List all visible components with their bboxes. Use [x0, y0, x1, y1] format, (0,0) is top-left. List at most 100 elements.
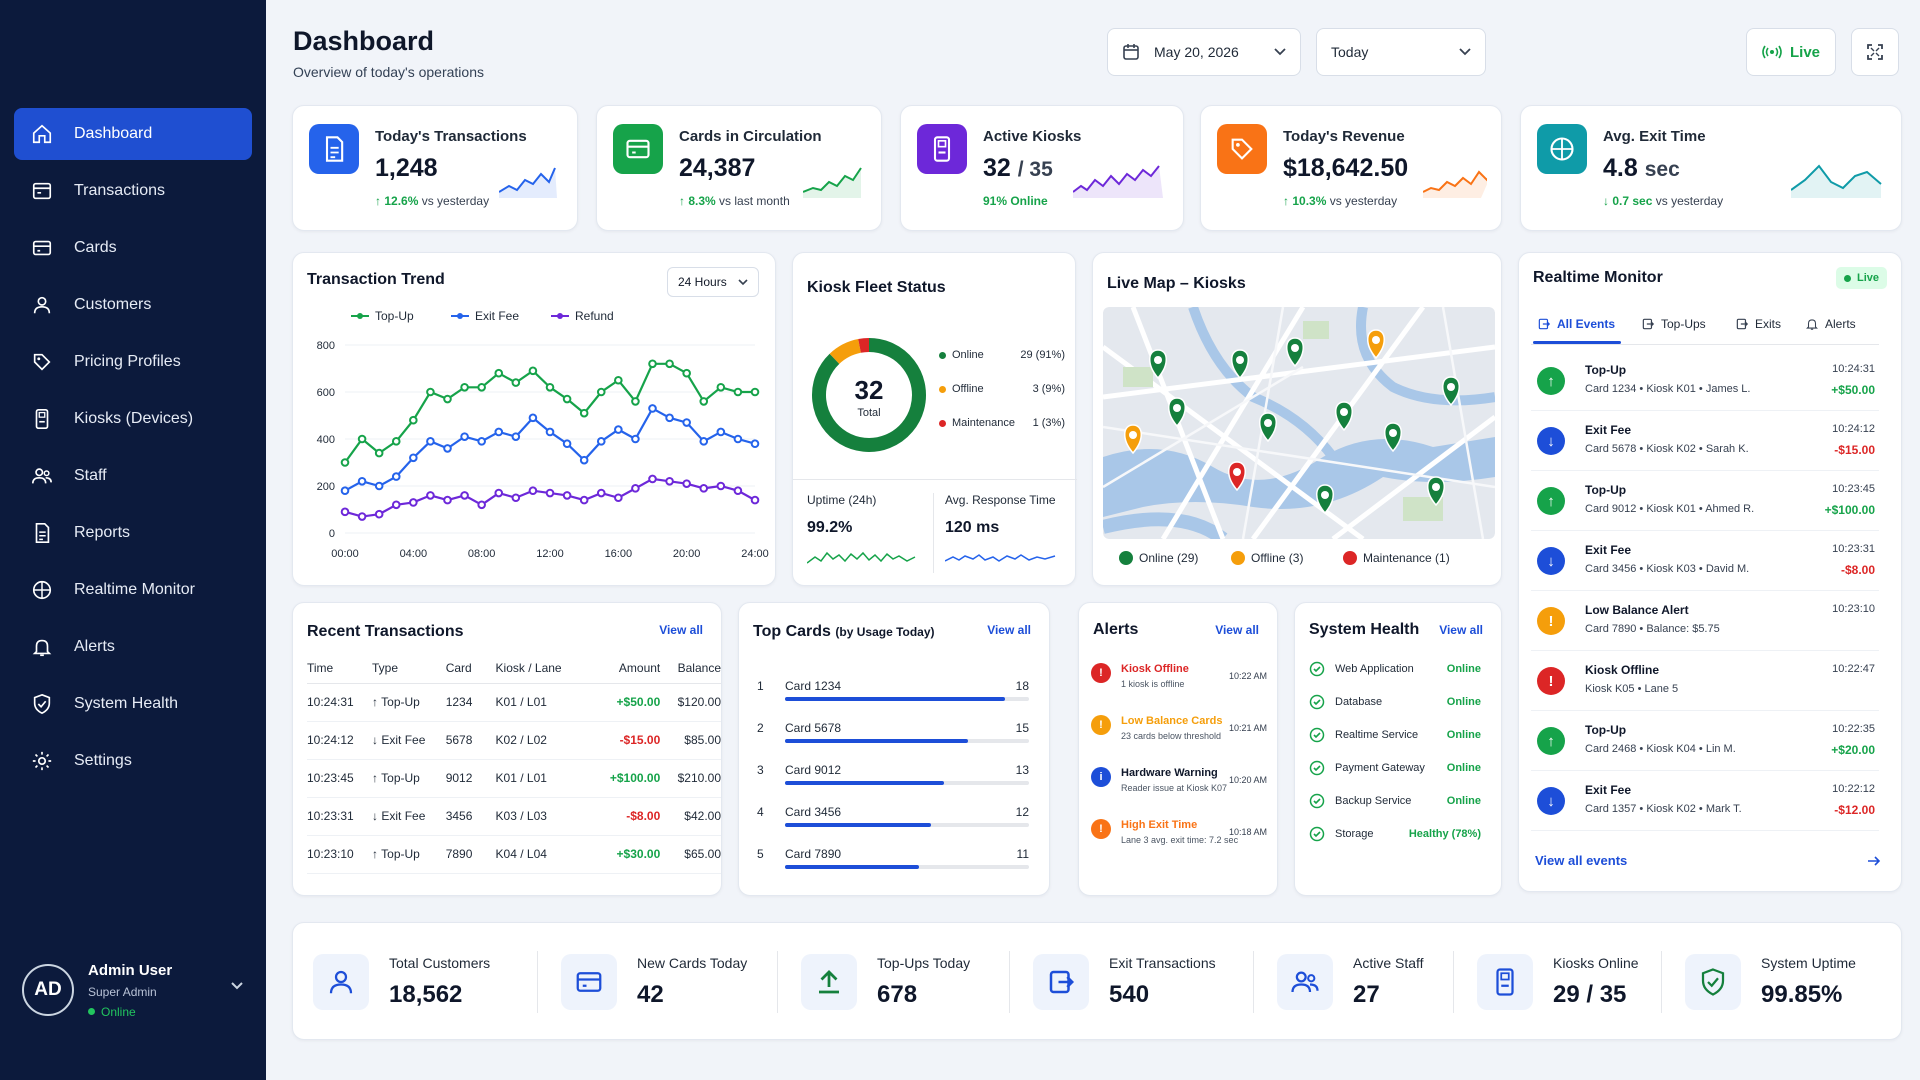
data-point [494, 368, 504, 378]
table-row[interactable]: 10:23:45 ↑ Top-Up 9012 K01 / L01 +$100.00 $21… [307, 759, 721, 798]
table-row[interactable]: 10:24:31 ↑ Top-Up 1234 K01 / L01 +$50.00 $120… [307, 683, 721, 722]
fleet-legend-item: Maintenance 1 (3%) [939, 417, 1065, 429]
shield-icon [30, 692, 54, 716]
alert-icon: i [1091, 767, 1111, 787]
transaction-trend-card: Transaction Trend 24 Hours Top-Up Exit Fe… [292, 252, 776, 586]
list-item[interactable]: 3 Card 9012 13 [757, 759, 1029, 801]
health-view-all[interactable]: View all [1439, 623, 1483, 637]
usage-bar [785, 865, 1029, 869]
kpi-card[interactable]: Avg. Exit Time 4.8 sec ↓ 0.7 sec vs yester… [1520, 105, 1902, 231]
event-row[interactable]: ↑ Top-Up Card 1234 • Kiosk K01 • James L. 1… [1531, 351, 1879, 411]
live-button[interactable]: Live [1746, 28, 1836, 76]
data-point [374, 481, 384, 491]
list-item[interactable]: 5 Card 7890 11 [757, 843, 1029, 885]
y-tick-label: 0 [329, 528, 335, 540]
sidebar-item-dashboard[interactable]: Dashboard [14, 108, 252, 160]
arrow-up-icon: ↑ [1537, 727, 1565, 755]
data-point [596, 387, 606, 397]
data-point [750, 387, 760, 397]
chevron-down-icon [1459, 48, 1471, 56]
data-point [733, 434, 743, 444]
tab-exits[interactable]: Exits [1735, 311, 1781, 337]
trend-chart: 0 200 400 600 800 00:00 04:00 08:00 12:00 16:00 20… [317, 340, 769, 560]
sidebar-item-cards[interactable]: Cards [14, 222, 252, 274]
map-title: Live Map – Kiosks [1107, 275, 1246, 292]
sidebar-item-kiosks-devices[interactable]: Kiosks (Devices) [14, 393, 252, 445]
table-row[interactable]: 10:23:31 ↓ Exit Fee 3456 K03 / L03 -$8.00 $42… [307, 797, 721, 836]
date-picker[interactable]: May 20, 2026 [1107, 28, 1301, 76]
alert-item[interactable]: ! High Exit Time Lane 3 avg. exit time: 7.… [1091, 817, 1267, 863]
sidebar-item-alerts[interactable]: Alerts [14, 621, 252, 673]
kpi-card[interactable]: Today's Revenue $18,642.50 ↑ 10.3% vs yest… [1200, 105, 1502, 231]
view-all-events-link[interactable]: View all events [1535, 853, 1628, 868]
sidebar-item-reports[interactable]: Reports [14, 507, 252, 559]
event-row[interactable]: ↓ Exit Fee Card 1357 • Kiosk K02 • Mark T.… [1531, 771, 1879, 831]
sidebar-item-customers[interactable]: Customers [14, 279, 252, 331]
date-value: May 20, 2026 [1154, 44, 1239, 60]
trend-range-select[interactable]: 24 Hours [667, 267, 759, 297]
check-circle-icon [1309, 760, 1325, 776]
event-row[interactable]: ↑ Top-Up Card 2468 • Kiosk K04 • Lin M. 10:… [1531, 711, 1879, 771]
alert-item[interactable]: i Hardware Warning Reader issue at Kiosk K… [1091, 765, 1267, 811]
user-profile[interactable]: AD Admin User Super Admin Online [22, 955, 244, 1025]
data-point [409, 498, 418, 507]
kiosk-map[interactable] [1103, 307, 1495, 539]
alerts-view-all[interactable]: View all [1215, 623, 1259, 637]
data-point [562, 491, 572, 500]
event-time: 10:24:12 [1832, 423, 1875, 435]
list-item[interactable]: 2 Card 5678 15 [757, 717, 1029, 759]
map-pin-dot [1233, 468, 1241, 476]
kpi-card[interactable]: Active Kiosks 32 / 35 91% Online [900, 105, 1184, 231]
data-point [511, 432, 521, 441]
summary-item: Top-Ups Today 678 [801, 923, 970, 1041]
kpi-sparkline [1423, 162, 1487, 198]
sidebar-item-pricing-profiles[interactable]: Pricing Profiles [14, 336, 252, 388]
sidebar-nav: Dashboard Transactions Cards Customers Prici… [14, 108, 252, 792]
event-row[interactable]: ! Low Balance Alert Card 7890 • Balance: $… [1531, 591, 1879, 651]
topcards-view-all[interactable]: View all [987, 623, 1031, 637]
list-item[interactable]: 4 Card 3456 12 [757, 801, 1029, 843]
table-cell-time: 10:23:10 [307, 835, 373, 874]
health-item: Web Application Online [1309, 661, 1481, 689]
summary-item: Total Customers 18,562 [313, 923, 490, 1041]
sidebar-item-transactions[interactable]: Transactions [14, 165, 252, 217]
fullscreen-button[interactable] [1851, 28, 1899, 76]
alert-item[interactable]: ! Low Balance Cards 23 cards below thresho… [1091, 713, 1267, 759]
bell-icon [1805, 317, 1825, 331]
tab-all-events[interactable]: All Events [1537, 311, 1615, 337]
alert-item[interactable]: ! Kiosk Offline 1 kiosk is offline 10:22 AM [1091, 661, 1267, 707]
map-legend-item: Offline (3) [1231, 551, 1303, 565]
kpi-card[interactable]: Cards in Circulation 24,387 ↑ 8.3% vs last… [596, 105, 882, 231]
check-circle-icon [1309, 694, 1325, 710]
event-row[interactable]: ! Kiosk Offline Kiosk K05 • Lane 5 10:22:47 [1531, 651, 1879, 711]
recent-view-all[interactable]: View all [659, 623, 703, 637]
check-circle-icon [1309, 826, 1325, 842]
event-amount: -$12.00 [1834, 803, 1875, 817]
data-point [391, 472, 401, 481]
chevron-down-icon[interactable] [230, 981, 244, 991]
list-item[interactable]: 1 Card 1234 18 [757, 675, 1029, 717]
tab-alerts[interactable]: Alerts [1805, 311, 1856, 337]
table-row[interactable]: 10:23:10 ↑ Top-Up 7890 K04 / L04 +$30.00 $65.… [307, 835, 721, 874]
fleet-donut-chart [812, 338, 926, 452]
recent-title: Recent Transactions [307, 623, 464, 640]
data-point [614, 425, 623, 434]
event-row[interactable]: ↓ Exit Fee Card 3456 • Kiosk K03 • David M… [1531, 531, 1879, 591]
sidebar-item-system-health[interactable]: System Health [14, 678, 252, 730]
users-icon [30, 293, 54, 317]
table-cell-type: ↓ Exit Fee [372, 797, 446, 836]
sidebar-item-settings[interactable]: Settings [14, 735, 252, 787]
table-row[interactable]: 10:24:12 ↓ Exit Fee 5678 K02 / L02 -$15.00 $8… [307, 721, 721, 760]
arrow-right-icon[interactable] [1867, 855, 1881, 867]
data-point [477, 437, 486, 446]
event-row[interactable]: ↑ Top-Up Card 9012 • Kiosk K01 • Ahmed R. 1… [1531, 471, 1879, 531]
event-title: Exit Fee [1585, 423, 1632, 437]
sidebar-item-staff[interactable]: Staff [14, 450, 252, 502]
data-point [682, 479, 691, 488]
sidebar-item-realtime-monitor[interactable]: Realtime Monitor [14, 564, 252, 616]
user-name: Admin User [88, 961, 173, 979]
event-row[interactable]: ↓ Exit Fee Card 5678 • Kiosk K02 • Sarah K… [1531, 411, 1879, 471]
range-select[interactable]: Today [1316, 28, 1486, 76]
kpi-card[interactable]: Today's Transactions 1,248 ↑ 12.6% vs yest… [292, 105, 578, 231]
tab-top-ups[interactable]: Top-Ups [1641, 311, 1706, 337]
